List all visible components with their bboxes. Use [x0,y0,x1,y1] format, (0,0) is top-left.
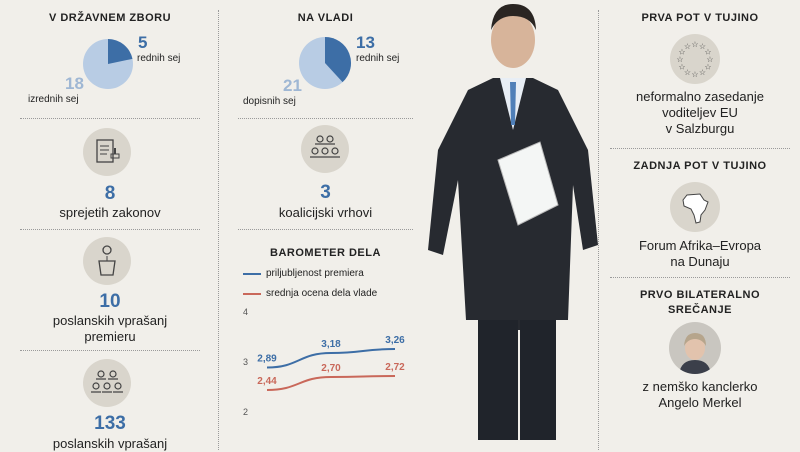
divider-c3-2 [610,277,790,278]
col3-bi-text2: Angelo Merkel [658,395,742,410]
series-line-1 [266,348,396,369]
col2-title: NA VLADI [297,12,354,24]
y-tick-label: 4 [243,307,248,317]
eu-star: ☆ [678,63,685,72]
col3-last-title: ZADNJA POT V TUJINO [633,160,767,172]
col3-bi-text1: z nemško kanclerko [642,379,758,394]
data-label: 2,72 [385,362,405,373]
col1-qpm-num: 10 [99,291,121,312]
eu-star: ☆ [684,42,691,51]
divider-c2-2 [238,229,413,230]
divider-2 [598,10,599,450]
eu-star: ☆ [704,63,711,72]
col1-q-label: poslanskih vprašanj [52,436,168,451]
divider-c1-2 [20,229,200,230]
col1-q-num: 133 [94,413,126,434]
y-tick-label: 3 [243,357,248,367]
col2-coal-num: 3 [320,182,331,203]
politician-photo [428,4,598,440]
col1-pie-slice [108,39,133,64]
meeting-group-icon [301,125,349,173]
eu-star: ☆ [699,42,706,51]
legend-line-2 [243,293,261,295]
eu-star: ☆ [684,68,691,77]
col3-last-text1: Forum Afrika–Evropa [638,238,762,253]
col3-bi-title1: PRVO BILATERALNO [639,289,761,301]
eu-star: ☆ [678,48,685,57]
col1-extra-label: izrednih sej [28,94,79,105]
legend-label-1: priljubljenost premiera [266,268,364,279]
eu-star: ☆ [691,70,698,79]
data-label: 3,18 [321,339,341,350]
col2-coal-label: koalicijski vrhovi [278,205,373,220]
col1-regular-label: rednih sej [137,53,181,64]
col2-corr-num: 21 [283,76,302,95]
col2-regular-label: rednih sej [356,53,400,64]
col1-regular-num: 5 [138,33,148,52]
eu-star: ☆ [691,40,698,49]
data-label: 3,26 [385,335,405,346]
col2-pie-slice [325,37,351,83]
col2-pie-chart [299,37,351,89]
merkel-portrait [669,322,721,374]
legend-label-2: srednja ocena dela vlade [266,288,378,299]
barometer-chart: 4 3 2 2,89 3,18 3,26 2,44 2,70 2,72 [243,307,405,417]
col3-bi-title2: SREČANJE [668,304,732,316]
col1-qpm-label2: premieru [84,329,136,344]
eu-flag-stars-icon: ☆ ☆ ☆ ☆ ☆ ☆ ☆ ☆ ☆ ☆ ☆ ☆ [670,34,720,84]
col3-trip-text1: neformalno zasedanje [636,89,764,104]
divider-c3-1 [610,148,790,149]
chart-title: BAROMETER DELA [270,247,381,259]
y-tick-label: 2 [243,407,248,417]
col1-qpm-label1: poslanskih vprašanj [52,313,168,328]
col3-last-text2: na Dunaju [670,254,730,269]
eu-star: ☆ [676,55,683,64]
eu-star: ☆ [699,68,706,77]
divider-c1-1 [20,118,200,119]
col1-pie-chart [83,39,133,89]
divider-1 [218,10,219,450]
col1-laws-label: sprejetih zakonov [59,205,161,220]
document-stamp-icon [83,128,131,176]
data-label: 2,89 [257,354,277,365]
col2-regular-num: 13 [356,33,375,52]
audience-icon [83,359,131,407]
col3-trip-title: PRVA POT V TUJINO [641,12,759,24]
data-label: 2,44 [257,376,277,387]
divider-c1-3 [20,350,200,351]
col2-corr-label: dopisnih sej [243,96,296,107]
speaker-podium-icon [83,237,131,285]
divider-c2-1 [238,118,413,119]
africa-map-icon [670,182,720,232]
col1-laws-num: 8 [104,183,116,204]
eu-star: ☆ [706,55,713,64]
eu-star: ☆ [704,48,711,57]
series-line-2 [266,375,396,391]
col3-trip-text3: v Salzburgu [665,121,735,136]
col3-trip-text2: voditeljev EU [662,105,738,120]
legend-line-1 [243,273,261,275]
data-label: 2,70 [321,363,341,374]
col1-title: V DRŽAVNEM ZBORU [48,12,172,24]
col1-extra-num: 18 [65,74,84,93]
